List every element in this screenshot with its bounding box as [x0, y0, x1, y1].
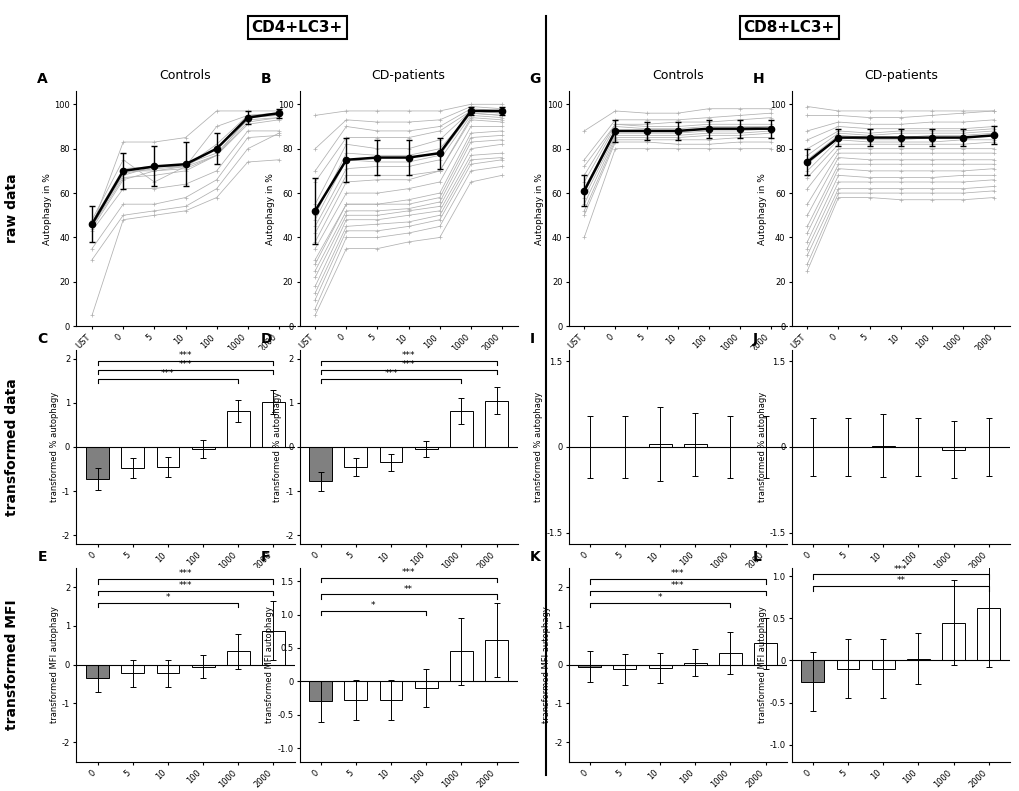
Bar: [485, 401, 507, 447]
Text: ***: ***: [178, 581, 192, 590]
Text: ***: ***: [161, 369, 174, 378]
Text: E: E: [38, 550, 47, 564]
Text: **: **: [404, 585, 413, 593]
Text: ***: ***: [178, 360, 192, 369]
Y-axis label: Autophagy in %: Autophagy in %: [266, 172, 274, 244]
Text: ***: ***: [671, 581, 684, 590]
Bar: [309, 681, 332, 702]
Bar: [344, 681, 367, 700]
Bar: [379, 447, 403, 463]
Bar: [262, 402, 284, 447]
Bar: [192, 447, 214, 449]
Text: D: D: [260, 332, 272, 346]
Bar: [156, 664, 179, 673]
Bar: [226, 651, 250, 664]
X-axis label: Spermine in μM: Spermine in μM: [642, 573, 712, 582]
Y-axis label: transformed % autophagy: transformed % autophagy: [757, 392, 766, 502]
Bar: [906, 659, 929, 660]
Bar: [801, 660, 823, 682]
Bar: [942, 447, 964, 450]
X-axis label: Spermine in μM: Spermine in μM: [373, 355, 443, 364]
Text: I: I: [529, 332, 534, 346]
Y-axis label: transformed % autophagy: transformed % autophagy: [50, 392, 59, 502]
Y-axis label: transformed MFI autophagy: transformed MFI autophagy: [50, 606, 59, 723]
Bar: [121, 664, 144, 673]
Text: CD8+LC3+: CD8+LC3+: [743, 20, 834, 35]
Bar: [226, 411, 250, 447]
Text: ***: ***: [384, 369, 397, 378]
X-axis label: Spermine in μM: Spermine in μM: [864, 355, 935, 364]
Bar: [836, 660, 859, 669]
Text: B: B: [260, 72, 271, 86]
Text: Controls: Controls: [160, 69, 211, 81]
Y-axis label: transformed MFI autophagy: transformed MFI autophagy: [757, 606, 766, 723]
X-axis label: Spermine in μM: Spermine in μM: [642, 355, 712, 364]
Bar: [648, 444, 671, 447]
Text: *: *: [371, 601, 375, 611]
Bar: [485, 640, 507, 681]
Bar: [871, 660, 894, 669]
Text: K: K: [529, 550, 540, 564]
Text: *: *: [165, 592, 170, 602]
Text: transformed MFI: transformed MFI: [5, 600, 19, 730]
Bar: [309, 447, 332, 482]
Bar: [449, 411, 473, 447]
X-axis label: Spermine in μM: Spermine in μM: [150, 573, 221, 582]
X-axis label: Spermine in μM: Spermine in μM: [864, 573, 935, 582]
Y-axis label: Autophagy in %: Autophagy in %: [757, 172, 766, 244]
Text: ***: ***: [178, 351, 192, 360]
Text: *: *: [657, 592, 661, 602]
Text: H: H: [752, 72, 763, 86]
Text: CD-patients: CD-patients: [371, 69, 445, 81]
Bar: [753, 643, 776, 664]
Bar: [379, 681, 403, 700]
Bar: [683, 444, 706, 447]
Y-axis label: transformed MFI autophagy: transformed MFI autophagy: [265, 606, 274, 723]
Text: raw data: raw data: [5, 174, 19, 244]
Bar: [415, 681, 437, 688]
Bar: [86, 447, 109, 479]
Bar: [612, 664, 636, 669]
Text: CD4+LC3+: CD4+LC3+: [252, 20, 342, 35]
Bar: [156, 447, 179, 467]
Bar: [415, 447, 437, 449]
Bar: [449, 651, 473, 681]
Bar: [976, 608, 1000, 660]
Bar: [121, 447, 144, 468]
Text: ***: ***: [401, 351, 415, 360]
Text: ***: ***: [178, 570, 192, 578]
Bar: [262, 630, 284, 664]
Text: Controls: Controls: [651, 69, 703, 81]
Text: ***: ***: [401, 568, 415, 577]
Bar: [578, 664, 600, 667]
Bar: [718, 653, 741, 664]
Bar: [192, 664, 214, 667]
Text: A: A: [38, 72, 48, 86]
Text: C: C: [38, 332, 48, 346]
Y-axis label: Autophagy in %: Autophagy in %: [43, 172, 52, 244]
Text: J: J: [752, 332, 757, 346]
Bar: [648, 664, 671, 668]
Text: L: L: [752, 550, 760, 564]
Y-axis label: transformed MFI autophagy: transformed MFI autophagy: [542, 606, 551, 723]
Y-axis label: transformed % autophagy: transformed % autophagy: [534, 392, 543, 502]
Text: transformed data: transformed data: [5, 378, 19, 516]
Y-axis label: Autophagy in %: Autophagy in %: [534, 172, 543, 244]
Text: ***: ***: [401, 360, 415, 369]
Text: ***: ***: [671, 570, 684, 578]
Text: F: F: [260, 550, 270, 564]
X-axis label: Spermine in μM: Spermine in μM: [150, 355, 221, 364]
Text: **: **: [896, 577, 905, 585]
Bar: [871, 446, 894, 447]
Text: G: G: [529, 72, 540, 86]
Bar: [942, 623, 964, 660]
Text: CD-patients: CD-patients: [863, 69, 936, 81]
Y-axis label: transformed % autophagy: transformed % autophagy: [273, 392, 282, 502]
Bar: [683, 663, 706, 664]
X-axis label: Spermine in μM: Spermine in μM: [373, 573, 443, 582]
Bar: [344, 447, 367, 467]
Text: ***: ***: [894, 565, 907, 573]
Bar: [86, 664, 109, 678]
